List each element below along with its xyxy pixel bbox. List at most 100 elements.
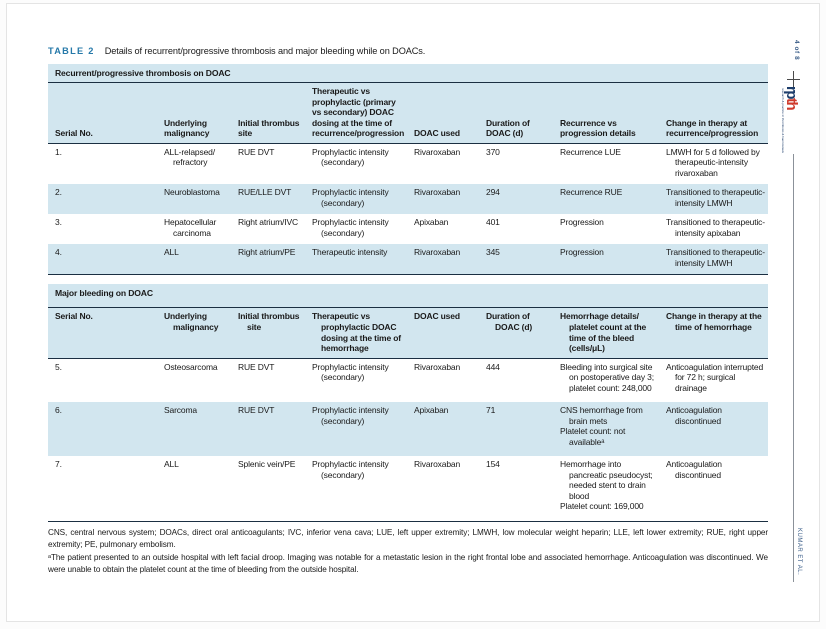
table-cell: Apixaban	[414, 405, 449, 416]
column-header: Duration of DOAC (d)	[486, 82, 560, 144]
table-cell: RUE DVT	[238, 361, 275, 372]
table-cell: 444	[486, 361, 500, 372]
column-header: Underlying malignancy	[164, 307, 238, 359]
table-cell: Transitioned to therapeutic-intensity ap…	[666, 217, 765, 238]
table-cell: Progression	[560, 217, 604, 228]
table-cell: Rivaroxaban	[414, 146, 461, 157]
table-cell: 154	[486, 456, 560, 522]
column-header: Change in therapy at recurrence/progress…	[666, 82, 769, 144]
table-row: 6. Sarcoma RUE DVT Prophylactic intensity (…	[48, 402, 769, 457]
table-cell: Prophylactic intensity (secondary)	[312, 361, 389, 383]
table-cell: Prophylactic intensity (secondary)	[312, 217, 389, 238]
table-cell: 7.	[48, 456, 164, 522]
table-row: 1. ALL-relapsed/ refractory RUE DVT Prophyl…	[48, 143, 768, 184]
table-cell: Neuroblastoma	[164, 187, 220, 198]
table-number-label: TABLE 2	[48, 46, 95, 56]
table-cell: Hepatocellular carcinoma	[164, 217, 217, 238]
column-header: Initial thrombus site	[238, 82, 312, 144]
page-number: 4 of 8	[793, 40, 800, 61]
thrombosis-table: Recurrent/progressive thrombosis on DOAC…	[48, 64, 769, 276]
column-header: Recurrence vs progression details	[560, 82, 666, 144]
table-cell: Recurrence RUE	[560, 187, 623, 198]
table-row: 3. Hepatocellular carcinoma Right atrium/I…	[48, 214, 768, 244]
table-cell: Bleeding into surgical site on postopera…	[560, 361, 654, 393]
table-cell: 370	[486, 146, 500, 157]
table-cell: Right atrium/PE	[238, 244, 312, 276]
table-cell: Rivaroxaban	[414, 456, 486, 522]
table-cell: RUE DVT	[238, 405, 275, 416]
table-content: TABLE 2 Details of recurrent/progressive …	[48, 46, 768, 576]
table-row: 2. Neuroblastoma RUE/LLE DVT Prophylactic i…	[48, 184, 769, 215]
table-cell: Anticoagulation interrupted for 72 h; su…	[666, 361, 764, 393]
table-caption: TABLE 2 Details of recurrent/progressive …	[48, 46, 768, 56]
table-cell: 1.	[55, 146, 62, 157]
table-cell: Right atrium/IVC	[238, 217, 298, 228]
running-footer-authors: KUMAR ET AL.	[796, 528, 802, 576]
table-cell: Anticoagulation discontinued	[666, 456, 769, 522]
table-cell: 294	[486, 187, 500, 198]
table-cell: RUE DVT	[238, 146, 275, 157]
table-cell: ALL	[164, 244, 238, 276]
bleeding-table-body: Major bleeding on DOAC Serial No. Underlyi…	[48, 284, 769, 522]
table-cell: 4.	[48, 244, 164, 276]
table-cell: 2.	[55, 187, 62, 198]
table-cell: Rivaroxaban	[414, 187, 461, 198]
column-header: DOAC used	[414, 307, 486, 359]
margin-tick-horizontal	[787, 79, 800, 81]
table-cell: 5.	[55, 361, 62, 372]
margin-rule	[793, 154, 794, 582]
table-cell: Splenic vein/PE	[238, 456, 312, 522]
table-cell: ALL	[164, 456, 238, 522]
table-cell: Prophylactic intensity (secondary)	[312, 146, 389, 168]
section-title: Major bleeding on DOAC	[48, 284, 769, 309]
column-header-row: Serial No. Underlying malignancy Initial t…	[48, 307, 769, 359]
column-header: Underlying malignancy	[164, 82, 238, 144]
table-cell: 401	[486, 217, 500, 228]
footnote-a: ᵃThe patient presented to an outside hos…	[48, 552, 768, 574]
table-cell: Therapeutic intensity	[312, 244, 414, 276]
table-cell: Hemorrhage into pancreatic pseudocyst; n…	[560, 456, 666, 522]
column-header-row: Serial No. Underlying malignancy Initial t…	[48, 82, 769, 144]
rpth-tagline: research & practice in thrombosis & haem…	[781, 88, 785, 154]
table-cell: Transitioned to therapeutic-intensity LM…	[666, 244, 769, 276]
table-cell: Anticoagulation discontinued	[666, 405, 722, 426]
table-caption-text: Details of recurrent/progressive thrombo…	[104, 46, 426, 56]
table-cell: Rivaroxaban	[414, 244, 486, 276]
column-header: Serial No.	[48, 307, 164, 359]
column-header: Initial thrombus site	[238, 307, 312, 359]
table-row: 4. ALL Right atrium/PE Therapeutic intensit…	[48, 244, 769, 276]
table-cell: 71	[486, 405, 496, 416]
column-header: Change in therapy at the time of hemorrh…	[666, 307, 769, 359]
table-cell: ALL-relapsed/ refractory	[164, 146, 215, 168]
table-cell: Prophylactic intensity (secondary)	[312, 187, 389, 208]
rpth-wordmark: rpth	[783, 86, 800, 110]
table-cell: Apixaban	[414, 217, 449, 228]
table-cell: Prophylactic intensity (secondary)	[312, 456, 414, 522]
journal-page: TABLE 2 Details of recurrent/progressive …	[6, 3, 820, 622]
table-cell: 3.	[55, 217, 62, 228]
table-cell: LMWH for 5 d followed by therapeutic-int…	[666, 146, 760, 178]
column-header: DOAC used	[414, 82, 486, 144]
abbreviations-note: CNS, central nervous system; DOACs, dire…	[48, 527, 768, 550]
table-cell: RUE/LLE DVT	[238, 187, 292, 198]
thrombosis-table-body: Recurrent/progressive thrombosis on DOAC…	[48, 64, 769, 276]
column-header: Therapeutic vs prophylactic (primary vs …	[312, 82, 414, 144]
column-header: Serial No.	[48, 82, 164, 144]
table-cell: 345	[486, 244, 560, 276]
table-cell: Prophylactic intensity (secondary)	[312, 405, 389, 426]
column-header: Therapeutic vs prophylactic DOAC dosing …	[312, 307, 414, 359]
table-row: 7. ALL Splenic vein/PE Prophylactic intensi…	[48, 456, 769, 522]
bleeding-table: Major bleeding on DOAC Serial No. Underlyi…	[48, 284, 769, 522]
column-header: Duration of DOAC (d)	[486, 307, 560, 359]
table-cell: Progression	[560, 244, 666, 276]
table-cell: 6.	[55, 405, 62, 416]
column-header: Hemorrhage details/ platelet count at th…	[560, 307, 666, 359]
table-cell: Rivaroxaban	[414, 361, 461, 372]
section-title: Recurrent/progressive thrombosis on DOAC	[48, 64, 769, 83]
table-footnotes: CNS, central nervous system; DOACs, dire…	[48, 527, 768, 576]
table-cell: Osteosarcoma	[164, 361, 218, 372]
table-cell: Transitioned to therapeutic-intensity LM…	[666, 187, 765, 208]
section-gap	[48, 275, 768, 284]
rpth-journal-logo: rpth research & practice in thrombosis &…	[779, 86, 800, 154]
table-cell: Recurrence LUE	[560, 146, 621, 157]
